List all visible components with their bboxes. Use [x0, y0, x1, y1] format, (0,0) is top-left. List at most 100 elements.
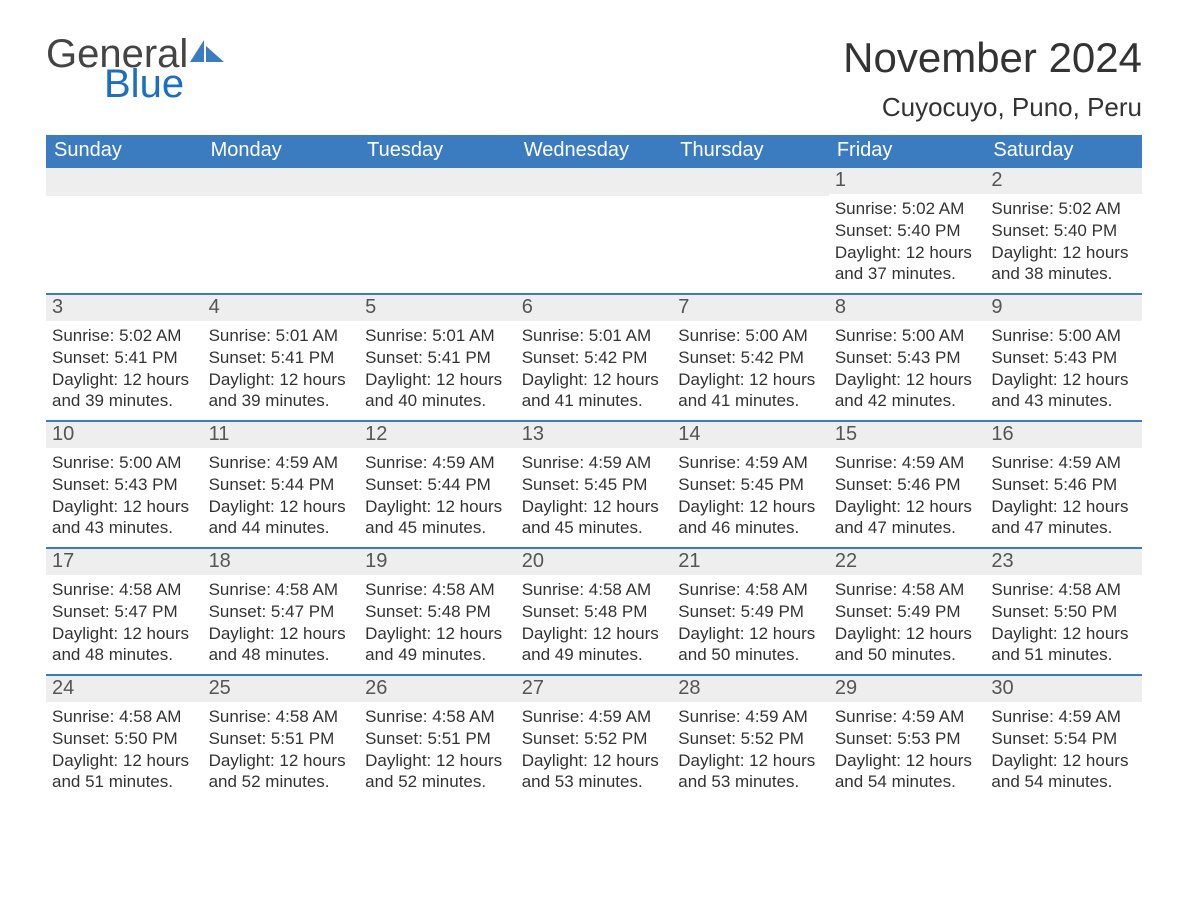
day-info: Sunrise: 5:00 AMSunset: 5:42 PMDaylight:… [672, 321, 829, 412]
calendar-cell: 8Sunrise: 5:00 AMSunset: 5:43 PMDaylight… [829, 293, 986, 420]
sunrise-text: Sunrise: 5:02 AM [991, 198, 1136, 220]
sunrise-text: Sunrise: 5:01 AM [209, 325, 354, 347]
day-header-friday: Friday [829, 135, 986, 168]
day-number: 4 [203, 293, 360, 321]
calendar-cell: 27Sunrise: 4:59 AMSunset: 5:52 PMDayligh… [516, 674, 673, 801]
sunset-text: Sunset: 5:40 PM [835, 220, 980, 242]
daylight-text: Daylight: 12 hours and 50 minutes. [835, 623, 980, 667]
day-number: 10 [46, 420, 203, 448]
daylight-text: Daylight: 12 hours and 54 minutes. [991, 750, 1136, 794]
daylight-text: Daylight: 12 hours and 43 minutes. [52, 496, 197, 540]
sunrise-text: Sunrise: 4:59 AM [991, 452, 1136, 474]
calendar-cell: 1 Sunrise: 5:02 AM Sunset: 5:40 PM Dayli… [829, 168, 986, 293]
day-info: Sunrise: 4:59 AMSunset: 5:52 PMDaylight:… [672, 702, 829, 793]
day-number: 2 [985, 168, 1142, 194]
sunrise-text: Sunrise: 4:59 AM [678, 452, 823, 474]
calendar-cell-empty [516, 168, 673, 293]
day-info: Sunrise: 4:59 AMSunset: 5:44 PMDaylight:… [359, 448, 516, 539]
calendar-cell: 24Sunrise: 4:58 AMSunset: 5:50 PMDayligh… [46, 674, 203, 801]
title-location: Cuyocuyo, Puno, Peru [843, 92, 1142, 123]
day-header-tuesday: Tuesday [359, 135, 516, 168]
day-number: 12 [359, 420, 516, 448]
calendar-cell: 20Sunrise: 4:58 AMSunset: 5:48 PMDayligh… [516, 547, 673, 674]
calendar-cell: 28Sunrise: 4:59 AMSunset: 5:52 PMDayligh… [672, 674, 829, 801]
daylight-text: Daylight: 12 hours and 45 minutes. [365, 496, 510, 540]
day-info: Sunrise: 5:01 AMSunset: 5:42 PMDaylight:… [516, 321, 673, 412]
sunrise-text: Sunrise: 5:02 AM [835, 198, 980, 220]
day-header-wednesday: Wednesday [516, 135, 673, 168]
calendar-cell: 7Sunrise: 5:00 AMSunset: 5:42 PMDaylight… [672, 293, 829, 420]
day-number: 17 [46, 547, 203, 575]
logo: General Blue [46, 34, 224, 104]
day-number: 1 [829, 168, 986, 194]
day-info: Sunrise: 4:58 AMSunset: 5:47 PMDaylight:… [46, 575, 203, 666]
header-row: General Blue November 2024 Cuyocuyo, Pun… [46, 34, 1142, 123]
daylight-text: Daylight: 12 hours and 48 minutes. [52, 623, 197, 667]
daylight-text: Daylight: 12 hours and 45 minutes. [522, 496, 667, 540]
calendar-cell-empty [672, 168, 829, 293]
day-number: 8 [829, 293, 986, 321]
calendar-cell: 14Sunrise: 4:59 AMSunset: 5:45 PMDayligh… [672, 420, 829, 547]
day-number: 21 [672, 547, 829, 575]
sunset-text: Sunset: 5:41 PM [52, 347, 197, 369]
daylight-text: Daylight: 12 hours and 53 minutes. [522, 750, 667, 794]
sunrise-text: Sunrise: 5:02 AM [52, 325, 197, 347]
day-number: 22 [829, 547, 986, 575]
daylight-text: Daylight: 12 hours and 50 minutes. [678, 623, 823, 667]
title-block: November 2024 Cuyocuyo, Puno, Peru [843, 34, 1142, 123]
daylight-text: Daylight: 12 hours and 44 minutes. [209, 496, 354, 540]
day-number: 14 [672, 420, 829, 448]
calendar-cell: 3 Sunrise: 5:02 AMSunset: 5:41 PMDaylight… [46, 293, 203, 420]
sunset-text: Sunset: 5:52 PM [522, 728, 667, 750]
day-info: Sunrise: 4:58 AMSunset: 5:51 PMDaylight:… [359, 702, 516, 793]
sunset-text: Sunset: 5:54 PM [991, 728, 1136, 750]
calendar-cell: 13Sunrise: 4:59 AMSunset: 5:45 PMDayligh… [516, 420, 673, 547]
daylight-text: Daylight: 12 hours and 52 minutes. [209, 750, 354, 794]
day-number: 5 [359, 293, 516, 321]
calendar-cell: 25Sunrise: 4:58 AMSunset: 5:51 PMDayligh… [203, 674, 360, 801]
daylight-text: Daylight: 12 hours and 49 minutes. [522, 623, 667, 667]
day-number: 29 [829, 674, 986, 702]
sunrise-text: Sunrise: 4:58 AM [209, 706, 354, 728]
sunrise-text: Sunrise: 4:59 AM [991, 706, 1136, 728]
day-number: 6 [516, 293, 673, 321]
sunset-text: Sunset: 5:49 PM [835, 601, 980, 623]
sunrise-text: Sunrise: 5:01 AM [365, 325, 510, 347]
sunset-text: Sunset: 5:52 PM [678, 728, 823, 750]
daylight-text: Daylight: 12 hours and 39 minutes. [52, 369, 197, 413]
day-info: Sunrise: 4:59 AMSunset: 5:52 PMDaylight:… [516, 702, 673, 793]
daylight-text: Daylight: 12 hours and 51 minutes. [52, 750, 197, 794]
day-number: 13 [516, 420, 673, 448]
day-number: 3 [46, 293, 203, 321]
title-month-year: November 2024 [843, 34, 1142, 82]
day-info: Sunrise: 5:02 AM Sunset: 5:40 PM Dayligh… [985, 194, 1142, 285]
daylight-text: Daylight: 12 hours and 43 minutes. [991, 369, 1136, 413]
day-number: 24 [46, 674, 203, 702]
calendar-cell: 16Sunrise: 4:59 AMSunset: 5:46 PMDayligh… [985, 420, 1142, 547]
sunrise-text: Sunrise: 4:59 AM [835, 706, 980, 728]
daylight-text: Daylight: 12 hours and 51 minutes. [991, 623, 1136, 667]
sunset-text: Sunset: 5:51 PM [209, 728, 354, 750]
sunrise-text: Sunrise: 4:58 AM [209, 579, 354, 601]
calendar-cell: 9Sunrise: 5:00 AMSunset: 5:43 PMDaylight… [985, 293, 1142, 420]
sunset-text: Sunset: 5:45 PM [678, 474, 823, 496]
sunrise-text: Sunrise: 4:58 AM [678, 579, 823, 601]
sunrise-text: Sunrise: 4:58 AM [522, 579, 667, 601]
sunrise-text: Sunrise: 4:58 AM [52, 579, 197, 601]
calendar-cell-empty [359, 168, 516, 293]
day-number: 7 [672, 293, 829, 321]
sunset-text: Sunset: 5:42 PM [522, 347, 667, 369]
daylight-text: Daylight: 12 hours and 48 minutes. [209, 623, 354, 667]
calendar-cell: 5Sunrise: 5:01 AMSunset: 5:41 PMDaylight… [359, 293, 516, 420]
day-info: Sunrise: 4:59 AMSunset: 5:44 PMDaylight:… [203, 448, 360, 539]
day-info: Sunrise: 5:02 AM Sunset: 5:40 PM Dayligh… [829, 194, 986, 285]
calendar-cell: 17Sunrise: 4:58 AMSunset: 5:47 PMDayligh… [46, 547, 203, 674]
calendar-cell: 30Sunrise: 4:59 AMSunset: 5:54 PMDayligh… [985, 674, 1142, 801]
daylight-text: Daylight: 12 hours and 42 minutes. [835, 369, 980, 413]
calendar-cell: 21Sunrise: 4:58 AMSunset: 5:49 PMDayligh… [672, 547, 829, 674]
sunset-text: Sunset: 5:47 PM [209, 601, 354, 623]
day-header-monday: Monday [203, 135, 360, 168]
calendar-cell: 23Sunrise: 4:58 AMSunset: 5:50 PMDayligh… [985, 547, 1142, 674]
sunrise-text: Sunrise: 4:59 AM [835, 452, 980, 474]
sunset-text: Sunset: 5:46 PM [835, 474, 980, 496]
